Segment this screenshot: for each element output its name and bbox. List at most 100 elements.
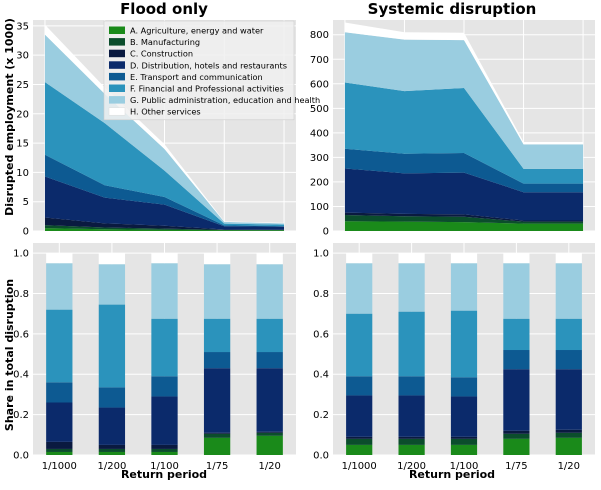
bar-segment (450, 438, 478, 445)
bar-segment (151, 253, 178, 264)
legend-swatch (109, 26, 125, 34)
y-tick-label: 100 (310, 202, 329, 213)
y-tick-label: 10 (16, 168, 29, 179)
y-tick-label: 0.8 (313, 289, 329, 300)
bar-segment (256, 318, 283, 353)
legend-label: C. Construction (130, 49, 193, 59)
bar-segment (450, 263, 478, 311)
bar-segment (98, 253, 126, 265)
y-tick-label: 0.4 (13, 370, 29, 381)
bar-segment (98, 387, 126, 408)
y-tick-label: 0.2 (13, 410, 29, 421)
bar-segment (203, 432, 231, 434)
bar-segment (450, 436, 478, 439)
x-tick-label: 1/100 (150, 461, 179, 472)
bar-segment (151, 396, 178, 445)
area-series-5 (344, 148, 584, 193)
y-tick-label: 700 (310, 55, 329, 66)
bar-segment (203, 352, 231, 369)
bar-segment (398, 436, 425, 439)
bar-segment (98, 264, 126, 305)
bar-segment (98, 444, 126, 449)
x-tick-label: 1/20 (558, 461, 580, 472)
area-series-3 (44, 217, 285, 230)
panel-title-systemic: Systemic disruption (368, 0, 537, 18)
bar-segment (151, 318, 178, 377)
bar-segment (555, 437, 582, 455)
bar-segment (346, 253, 373, 264)
area-series-4 (344, 168, 584, 221)
bar-segment (46, 448, 73, 452)
bar-segment (398, 311, 425, 377)
y-tick-label: 0.2 (313, 410, 329, 421)
bar-segment (503, 350, 530, 370)
bar-segment (256, 435, 283, 455)
bar-segment (203, 433, 231, 438)
bar-segment (555, 432, 582, 438)
y-tick-label: 600 (310, 79, 329, 90)
area-series-1 (344, 221, 584, 231)
y-tick-label: 0.4 (313, 370, 329, 381)
bar-segment (555, 369, 582, 430)
legend-swatch (109, 49, 125, 58)
bar-segment (450, 444, 478, 455)
area-series-7 (344, 32, 584, 169)
x-tick-label: 1/75 (206, 461, 228, 472)
legend-swatch (109, 61, 125, 69)
area-series-2 (344, 215, 584, 224)
legend-label: E. Transport and communication (130, 72, 263, 82)
bar-segment (398, 253, 425, 264)
y-tick-label: 15 (16, 139, 29, 150)
chart-systemic-share: 0.0 0.2 0.4 0.6 0.8 1.0 1/1000 1/200 1/100 1/75 1/… (313, 243, 595, 472)
area-series-2 (44, 225, 285, 231)
y-tick-label: 1.0 (13, 249, 29, 260)
x-tick-label: 1/200 (97, 461, 126, 472)
bar-segment (555, 318, 582, 351)
bar-segment (346, 313, 373, 377)
bar-segment (46, 441, 73, 449)
panel-title-flood-only: Flood only (120, 0, 208, 18)
area-series-4 (44, 176, 285, 230)
y-tick-label: 400 (310, 128, 329, 139)
bar-segment (98, 451, 126, 455)
y-tick-label: 200 (310, 177, 329, 188)
chart-systemic-area: 0 100 200 300 400 500 600 700 800 (310, 20, 595, 238)
bar-segment (151, 451, 178, 455)
bar-segment (398, 438, 425, 445)
bar-segment (98, 407, 126, 445)
bar-segment (203, 264, 231, 319)
bar-segment (151, 376, 178, 397)
x-tick-label: 1/75 (505, 461, 527, 472)
bar-segment (151, 448, 178, 452)
chart-flood-only-share: 0.0 0.2 0.4 0.6 0.8 1.0 1/1000 1/200 1/100 1/75 1/… (13, 243, 296, 472)
bar-segment (503, 263, 530, 319)
bar-segment (555, 429, 582, 433)
bar-segment (503, 318, 530, 351)
bar-segment (256, 264, 283, 319)
bar-segment (46, 253, 73, 264)
x-tick-label: 1/1000 (342, 461, 377, 472)
area-series-3 (344, 212, 584, 222)
bar-segment (256, 431, 283, 433)
y-tick-label: 0.0 (13, 451, 29, 462)
bar-segment (203, 368, 231, 433)
legend-label: H. Other services (130, 107, 201, 117)
bar-segment (151, 263, 178, 319)
legend-swatch (108, 107, 126, 116)
y-tick-label: 0.6 (313, 329, 329, 340)
legend-label: G. Public administration, education and … (130, 95, 320, 105)
bar-segment (398, 263, 425, 312)
bar-segment (46, 309, 73, 383)
legend-box (103, 20, 295, 121)
area-series-6 (344, 82, 584, 184)
bar-segment (450, 396, 478, 437)
legend-label: A. Agriculture, energy and water (130, 26, 264, 36)
legend-swatch (109, 38, 125, 46)
legend-label: B. Manufacturing (130, 37, 200, 47)
bar-segment (555, 253, 582, 264)
bar-segment (346, 395, 373, 437)
legend-label: F. Financial and Professional activities (130, 84, 284, 94)
y-axis-label-top: Disrupted employment (x 1000) (3, 18, 16, 216)
